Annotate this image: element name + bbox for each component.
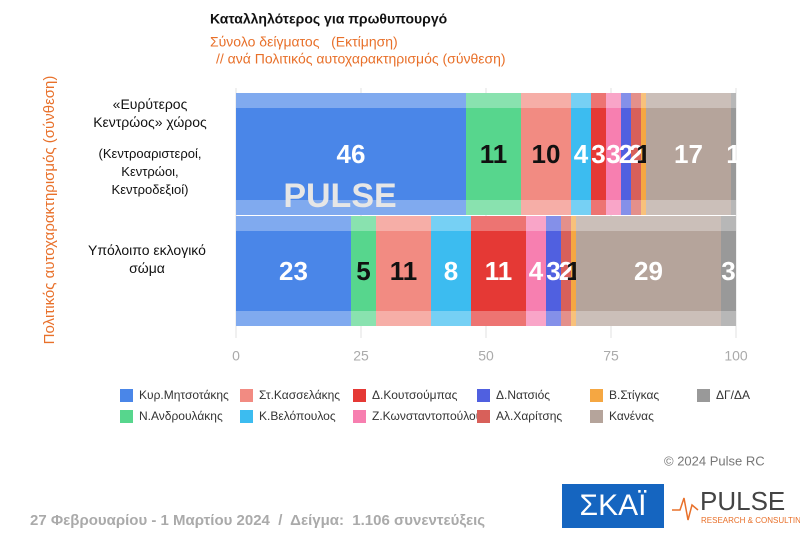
legend-label: Ζ.Κωνσταντοπούλου	[372, 409, 482, 423]
category-note: (Κεντροαριστεροί, Κεντρώοι, Κεντροδεξιοί…	[98, 146, 202, 197]
copyright: © 2024 Pulse RC	[664, 453, 765, 468]
legend-swatch	[240, 389, 253, 402]
legend-swatch	[590, 410, 603, 423]
bar-segment	[641, 93, 646, 215]
legend-swatch	[120, 389, 133, 402]
watermark: PULSE	[283, 177, 396, 215]
bar-segment	[236, 93, 466, 215]
bar-segment	[571, 216, 576, 326]
data-label: 4	[529, 256, 544, 286]
bar-segment	[721, 216, 736, 326]
legend-swatch	[697, 389, 710, 402]
legend-swatch	[353, 389, 366, 402]
data-label: 8	[444, 256, 458, 286]
data-label: 2	[559, 256, 573, 286]
legend-label: Κανένας	[609, 409, 654, 423]
bar-segment	[731, 93, 736, 215]
legend-label: Ν.Ανδρουλάκης	[139, 409, 223, 423]
data-label: 2	[629, 139, 643, 169]
bar-segment	[591, 93, 606, 215]
pulse-logo-sub: RESEARCH & CONSULTING	[701, 516, 800, 525]
legend-label: ΔΓ/ΔΑ	[716, 388, 750, 402]
pulse-logo-icon	[672, 497, 699, 521]
legend-label: Αλ.Χαρίτσης	[496, 409, 562, 423]
bar-segment	[571, 93, 591, 215]
data-label: 11	[485, 256, 513, 286]
skai-logo-box	[562, 484, 664, 528]
legend-label: Β.Στίγκας	[609, 388, 659, 402]
data-label: 29	[634, 256, 663, 286]
data-label: 5	[356, 256, 370, 286]
data-label: 2	[619, 139, 633, 169]
data-label: 10	[532, 139, 561, 169]
data-label: 11	[480, 139, 508, 169]
skai-logo: ΣΚΑΪ	[580, 489, 648, 522]
y-axis-label: Πολιτικός αυτοχαρακτηρισμός (σύνθεση)	[41, 76, 58, 345]
legend-label: Δ.Κουτσούμπας	[372, 388, 458, 402]
category-label: Υπόλοιπο εκλογικό σώμα	[88, 242, 206, 276]
x-tick-label: 50	[478, 348, 494, 364]
bar-edge	[236, 93, 736, 108]
bar-segment	[646, 93, 731, 215]
data-label: 3	[591, 139, 605, 169]
legend-label: Στ.Κασσελάκης	[259, 388, 340, 402]
bar-segment	[576, 216, 721, 326]
bar-segment	[561, 216, 571, 326]
bar-segment	[376, 216, 431, 326]
legend-swatch	[590, 389, 603, 402]
bar-segment	[236, 216, 351, 326]
legend-label: Δ.Νατσιός	[496, 388, 550, 402]
data-label: 17	[674, 139, 703, 169]
data-label: 11	[390, 256, 418, 286]
data-label: 1	[726, 139, 740, 169]
pulse-logo: PULSE	[700, 486, 785, 516]
data-label: 23	[279, 256, 308, 286]
chart-title: Καταλληλότερος για πρωθυπουργό	[210, 11, 447, 27]
bar-segment	[546, 216, 561, 326]
footer: 27 Φεβρουαρίου - 1 Μαρτίου 2024 / Δείγμα…	[30, 512, 485, 529]
legend-swatch	[240, 410, 253, 423]
bar-segment	[351, 216, 376, 326]
data-label: 3	[546, 256, 560, 286]
bar-segment	[521, 93, 571, 215]
bar-segment	[621, 93, 631, 215]
legend-swatch	[477, 410, 490, 423]
bar-edge	[236, 200, 736, 215]
legend-label: Κυρ.Μητσοτάκης	[139, 388, 229, 402]
x-tick-label: 0	[232, 348, 240, 364]
bar-segment	[431, 216, 471, 326]
bar-segment	[526, 216, 546, 326]
legend-swatch	[120, 410, 133, 423]
bar-edge	[236, 311, 736, 326]
data-label: 46	[337, 139, 366, 169]
bar-segment	[631, 93, 641, 215]
bar-segment	[606, 93, 621, 215]
category-label: «Ευρύτερος Κεντρώος» χώρος	[93, 96, 207, 130]
bar-edge	[236, 216, 736, 231]
data-label: 3	[721, 256, 735, 286]
legend-label: Κ.Βελόπουλος	[259, 409, 336, 423]
bar-segment	[471, 216, 526, 326]
x-tick-label: 25	[353, 348, 369, 364]
bar-segment	[466, 93, 521, 215]
chart-subtitle: Σύνολο δείγματος (Εκτίμηση)	[210, 34, 398, 50]
data-label: 3	[606, 139, 620, 169]
legend-swatch	[353, 410, 366, 423]
legend-swatch	[477, 389, 490, 402]
x-tick-label: 75	[603, 348, 619, 364]
data-label: 4	[574, 139, 589, 169]
x-tick-label: 100	[724, 348, 748, 364]
chart-subtitle: // ανά Πολιτικός αυτοχαρακτηρισμός (σύνθ…	[216, 51, 506, 67]
